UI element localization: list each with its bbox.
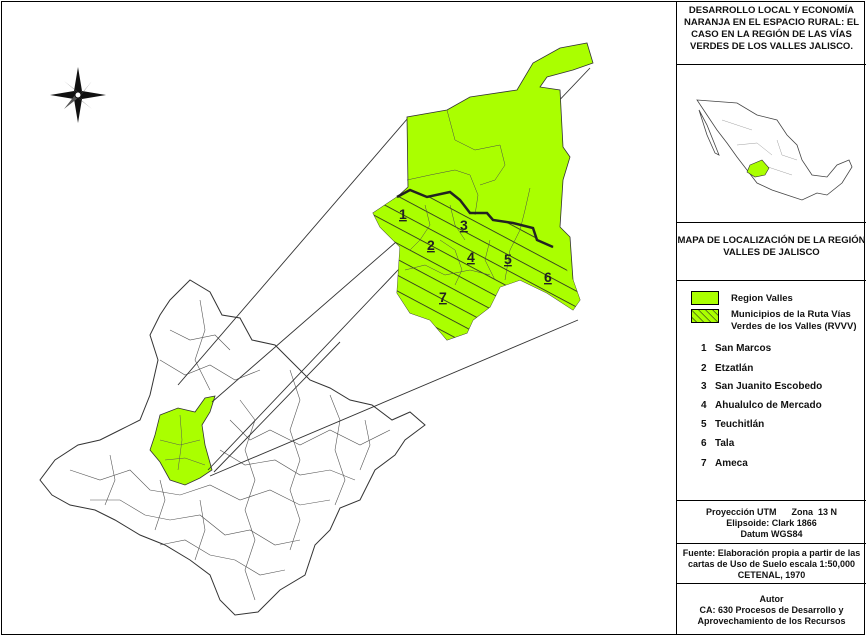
legend-swatch-solid [691, 291, 719, 305]
projection-info: Proyección UTM Zona 13 N Elipsoide: Clar… [677, 501, 866, 544]
legend-swatch-hatched [691, 309, 719, 323]
main-title: DESARROLLO LOCAL Y ECONOMÍA NARANJA EN E… [677, 1, 866, 65]
legend-label-rvvv: Municipios de la Ruta Vías Verdes de los… [731, 309, 857, 332]
map-label-5: 5 [504, 251, 512, 267]
mexico-inset [677, 65, 866, 223]
source-info: Fuente: Elaboración propia a partir de l… [677, 544, 866, 584]
map-label-4: 4 [467, 249, 475, 265]
main-map: 1 2 3 4 5 6 7 [39, 42, 594, 616]
legend: Region Valles Municipios de la Ruta Vías… [677, 281, 866, 501]
municipality-item: 2 Etzatlán [701, 363, 754, 374]
map-label-1: 1 [399, 206, 407, 222]
map-label-6: 6 [544, 269, 552, 285]
map-label-3: 3 [460, 217, 468, 233]
info-panel: DESARROLLO LOCAL Y ECONOMÍA NARANJA EN E… [676, 1, 866, 635]
municipality-item: 7 Ameca [701, 458, 748, 469]
mexico-inset-map [696, 99, 853, 201]
municipality-item: 3 San Juanito Escobedo [701, 381, 823, 392]
compass-rose-icon [50, 67, 106, 123]
river-line [396, 188, 554, 249]
legend-label-region: Region Valles [731, 293, 793, 304]
map-label-2: 2 [427, 237, 435, 253]
map-subtitle: MAPA DE LOCALIZACIÓN DE LA REGIÓN VALLES… [677, 223, 866, 281]
region-valles-enlarged: 1 2 3 4 5 6 7 [372, 42, 594, 341]
map-label-7: 7 [439, 289, 447, 305]
municipality-item: 1 San Marcos [701, 343, 772, 354]
jalisco-highlight [746, 159, 770, 178]
municipality-item: 4 Ahualulco de Mercado [701, 400, 822, 411]
author-info: Autor CA: 630 Procesos de Desarrollo y A… [697, 594, 846, 626]
municipality-item: 5 Teuchitlán [701, 419, 765, 430]
jalisco-state-map [39, 279, 426, 616]
municipality-item: 6 Tala [701, 438, 735, 449]
